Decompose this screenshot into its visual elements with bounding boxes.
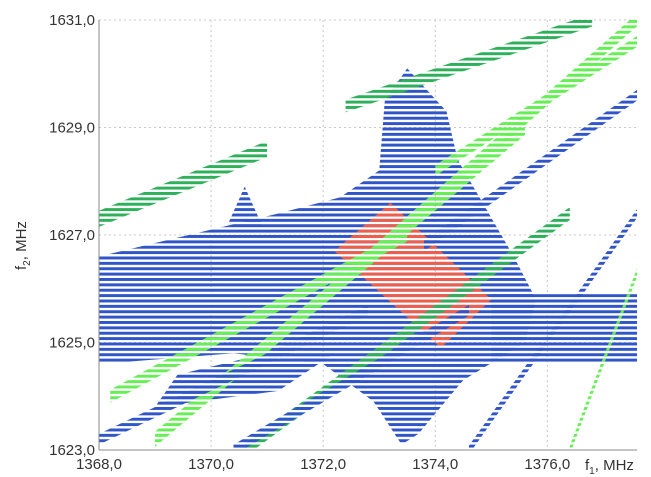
y-tick-label-4: 1631,0 <box>49 12 95 29</box>
red-diamond <box>334 202 492 348</box>
y-axis-label: f2, MHz <box>13 221 33 270</box>
x-tick-label-0: 1368,0 <box>76 456 122 473</box>
y-tick-label-2: 1627,0 <box>49 227 95 244</box>
axes <box>98 20 637 451</box>
green-bottom-diagonal <box>244 207 570 450</box>
data-region <box>99 20 637 450</box>
x-tick-label-2: 1372,0 <box>300 456 346 473</box>
tick-labels: 1368,0 1370,0 1372,0 1374,0 1376,0 1623,0 1625… <box>49 12 570 473</box>
blue-lower-left-streak <box>99 304 368 445</box>
blue-right-band <box>491 294 637 364</box>
green-upper-left <box>99 140 268 227</box>
x-axis-label: f1, MHz <box>585 457 634 477</box>
blue-right-lower-streak <box>468 209 637 450</box>
x-tick-label-3: 1374,0 <box>412 456 458 473</box>
green-upper-right-1 <box>345 20 593 113</box>
y-tick-label-3: 1629,0 <box>49 120 95 137</box>
green-lower-diagonal <box>110 228 408 403</box>
blue-top-spike <box>227 186 262 225</box>
x-tick-label-4: 1376,0 <box>524 456 570 473</box>
blue-upper-right-streak <box>424 89 637 252</box>
x-tick-label-1: 1370,0 <box>188 456 234 473</box>
blue-lower-streak <box>233 304 469 450</box>
blue-main-block <box>99 68 537 445</box>
y-tick-label-0: 1623,0 <box>49 442 95 459</box>
y-tick-label-1: 1625,0 <box>49 335 95 352</box>
green-right-edge <box>569 268 637 450</box>
